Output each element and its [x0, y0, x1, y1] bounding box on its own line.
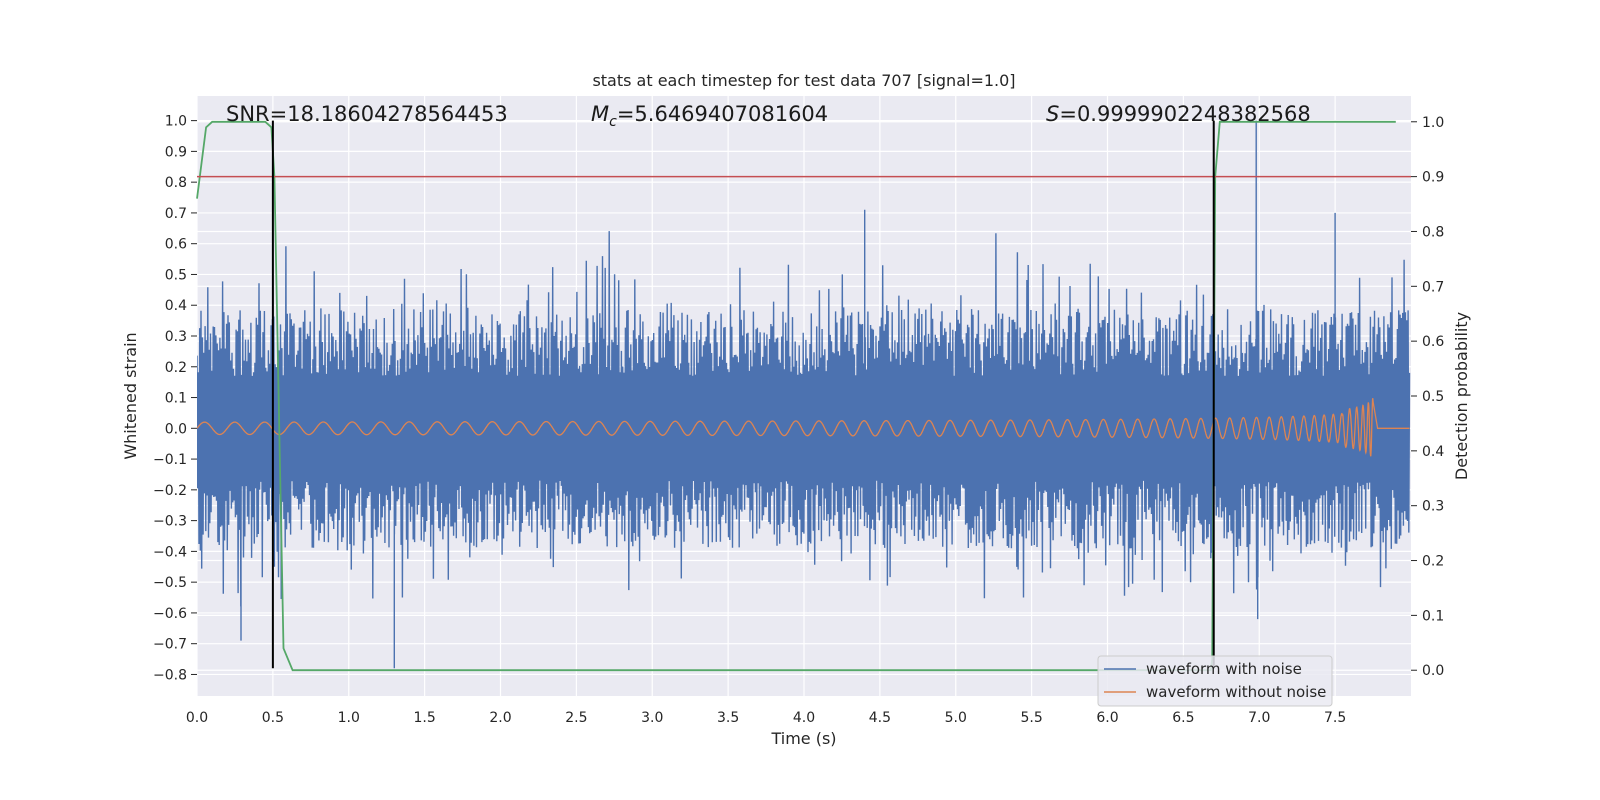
- series-waveform-without-noise: [197, 398, 1410, 457]
- y2-tick-label: 0.9: [1422, 170, 1444, 186]
- x-tick-label: 1.5: [413, 710, 435, 726]
- legend: waveform with noise waveform without noi…: [1097, 655, 1333, 707]
- s-symbol: S: [1046, 102, 1059, 126]
- y-tick-label: 0.1: [165, 391, 187, 407]
- x-axis-label: Time (s): [770, 729, 836, 748]
- y2-tick-label: 0.2: [1422, 554, 1444, 570]
- mc-subscript: c: [609, 114, 617, 130]
- y2-tick-label: 0.7: [1422, 279, 1444, 295]
- legend-label-noise: waveform with noise: [1146, 660, 1302, 678]
- axes: 0.0 0.5 1.0 1.5 2.0 2.5 3.0 3.5 4.0 4.5 5.0 5.5 6.0 6…: [153, 114, 1444, 726]
- y2-tick-label: 0.5: [1422, 389, 1444, 405]
- y2-tick-label: 1.0: [1422, 115, 1444, 131]
- y-tick-label: 0.4: [165, 298, 187, 314]
- y-tick-label: −0.7: [153, 637, 187, 653]
- x-tick-label: 2.0: [489, 710, 511, 726]
- y2-axis-label: Detection probability: [1452, 312, 1471, 480]
- x-tick-label: 7.5: [1324, 710, 1346, 726]
- snr-annotation: SNR=18.18604278564453: [226, 102, 508, 126]
- x-tick-label: 4.0: [793, 710, 815, 726]
- y-tick-label: 0.5: [165, 267, 187, 283]
- x-tick-label: 5.0: [945, 710, 967, 726]
- y-axis-label: Whitened strain: [121, 332, 140, 459]
- y-tick-label: −0.5: [153, 575, 187, 591]
- y-tick-label: 1.0: [165, 114, 187, 130]
- y-tick-label: −0.3: [153, 514, 187, 530]
- x-tick-label: 3.5: [717, 710, 739, 726]
- y-tick-label: −0.6: [153, 606, 187, 622]
- y-tick-label: −0.2: [153, 483, 187, 499]
- y2-tick-label: 0.3: [1422, 499, 1444, 515]
- x-tick-label: 6.5: [1172, 710, 1194, 726]
- y-tick-label: −0.4: [153, 544, 187, 560]
- legend-box: [1097, 655, 1333, 707]
- x-tick-label: 6.0: [1096, 710, 1118, 726]
- x-tick-label: 4.5: [869, 710, 891, 726]
- y-tick-label: 0.7: [165, 206, 187, 222]
- mc-annotation: Mc=5.6469407081604: [591, 102, 828, 130]
- s-annotation: S=0.9999902248382568: [1046, 102, 1311, 126]
- x-tick-label: 2.5: [565, 710, 587, 726]
- y-tick-label: 0.2: [165, 360, 187, 376]
- y-tick-label: −0.1: [153, 452, 187, 468]
- y-tick-label: 0.9: [165, 144, 187, 160]
- reference-lines: [197, 120, 1411, 669]
- y-tick-label: 0.6: [165, 237, 187, 253]
- y2-tick-label: 0.6: [1422, 334, 1444, 350]
- y2-tick-label: 0.1: [1422, 608, 1444, 624]
- y-tick-label: −0.8: [153, 667, 187, 683]
- x-tick-label: 0.5: [262, 710, 284, 726]
- mc-value: =5.6469407081604: [617, 102, 828, 126]
- series-detection-probability: [196, 120, 1396, 672]
- y-tick-label: 0.8: [165, 175, 187, 191]
- x-tick-label: 0.0: [186, 710, 208, 726]
- x-tick-label: 3.0: [641, 710, 663, 726]
- x-tick-label: 7.0: [1248, 710, 1270, 726]
- s-value: =0.9999902248382568: [1059, 102, 1310, 126]
- y2-tick-label: 0.0: [1422, 663, 1444, 679]
- mc-symbol: M: [591, 102, 609, 126]
- x-tick-label: 5.5: [1020, 710, 1042, 726]
- y2-tick-label: 0.4: [1422, 444, 1444, 460]
- y-tick-label: 0.0: [165, 421, 187, 437]
- y-tick-label: 0.3: [165, 329, 187, 345]
- x-tick-label: 1.0: [338, 710, 360, 726]
- chart-title: stats at each timestep for test data 707…: [592, 71, 1015, 90]
- y2-tick-label: 0.8: [1422, 224, 1444, 240]
- legend-label-clean: waveform without noise: [1146, 683, 1326, 701]
